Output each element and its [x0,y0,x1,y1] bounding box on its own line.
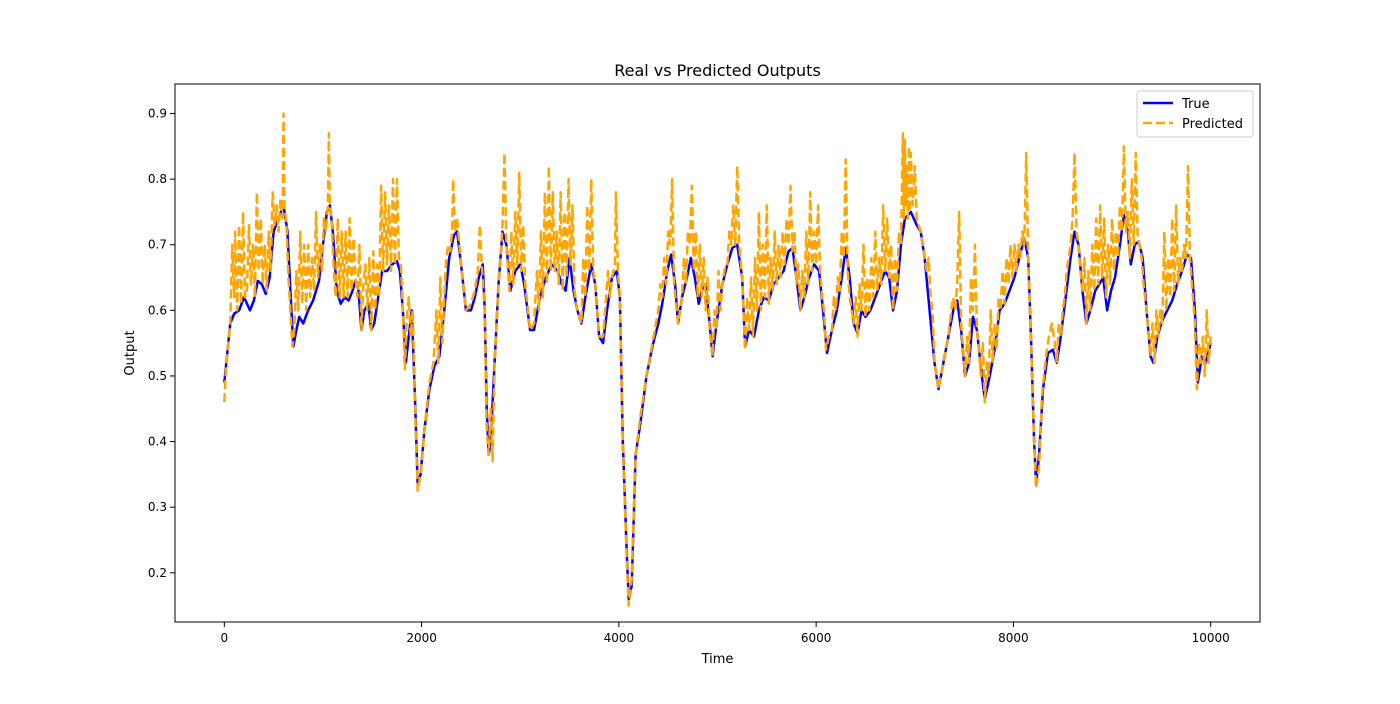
y-tick-label: 0.2 [148,566,167,580]
series-line-true [223,204,1212,601]
plot-area [223,112,1212,607]
series-layer [223,112,1212,607]
x-axis-label: Time [701,652,734,667]
chart-title: Real vs Predicted Outputs [614,61,821,80]
y-axis-label: Output [123,330,138,375]
y-tick-label: 0.8 [148,172,167,186]
y-tick-label: 0.7 [148,238,167,252]
x-tick-label: 4000 [604,631,635,645]
y-tick-label: 0.6 [148,303,167,317]
y-tick-label: 0.9 [148,107,167,121]
legend-label-true: True [1181,97,1210,112]
legend-label-predicted: Predicted [1182,117,1243,132]
y-axis: 0.2 0.3 0.4 0.5 0.6 0.7 0.8 0.9 [148,107,175,580]
y-tick-label: 0.5 [148,369,167,383]
x-tick-label: 8000 [998,631,1029,645]
legend: True Predicted [1136,90,1254,138]
x-axis: 0 2000 4000 6000 8000 10000 [220,622,1230,645]
x-tick-label: 10000 [1192,631,1230,645]
y-tick-label: 0.3 [148,500,167,514]
x-tick-label: 0 [220,631,228,645]
series-line-predicted [223,112,1212,607]
y-tick-label: 0.4 [148,435,167,449]
x-tick-label: 2000 [406,631,437,645]
x-tick-label: 6000 [801,631,832,645]
plot-frame [174,83,1261,623]
